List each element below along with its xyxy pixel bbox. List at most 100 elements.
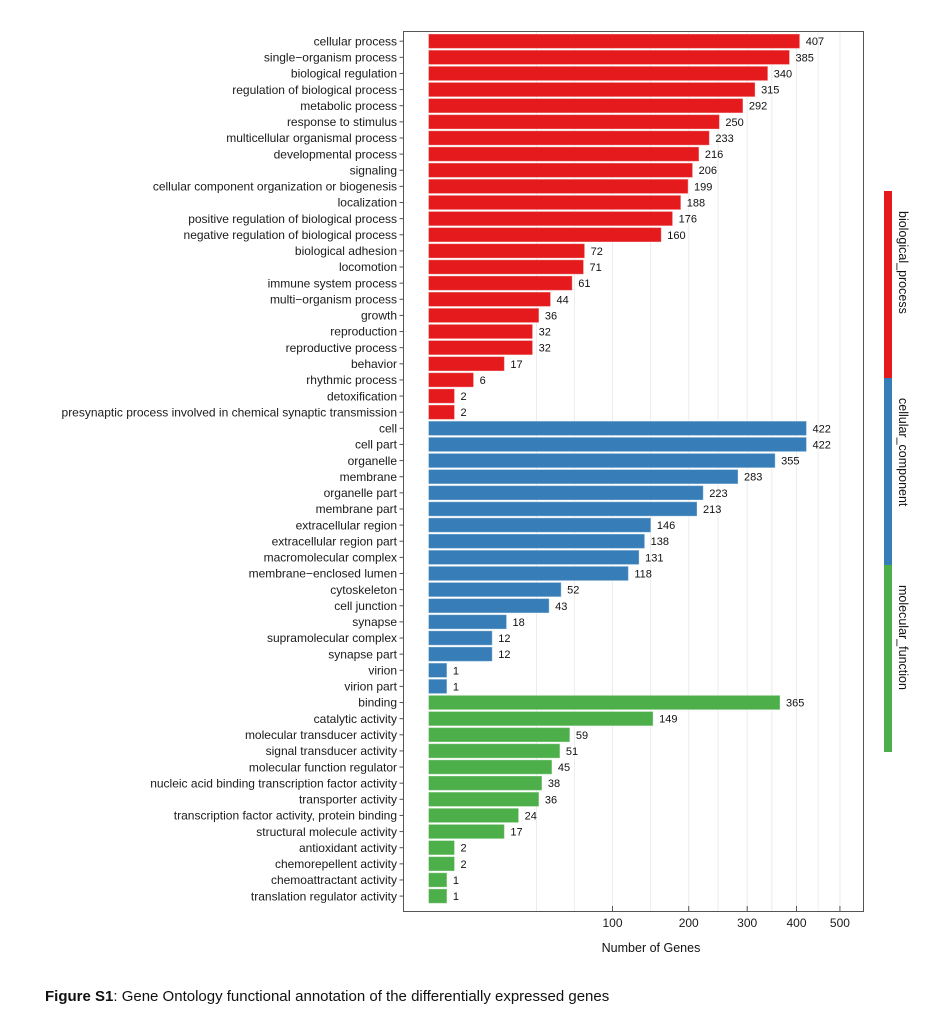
bar — [428, 307, 540, 324]
value-label: 223 — [709, 488, 727, 500]
bar — [428, 275, 573, 291]
value-label: 12 — [498, 633, 510, 645]
category-label: extracellular region — [296, 518, 397, 532]
category-label: negative regulation of biological proces… — [184, 228, 397, 242]
value-label: 118 — [634, 568, 652, 580]
category-label: presynaptic process involved in chemical… — [62, 405, 397, 419]
value-label: 2 — [461, 391, 467, 403]
value-label: 131 — [645, 552, 663, 564]
value-label: 38 — [548, 778, 560, 790]
value-label: 2 — [461, 843, 467, 855]
value-label: 45 — [558, 762, 570, 774]
value-label: 71 — [590, 262, 602, 274]
value-label: 315 — [761, 85, 779, 97]
value-label: 43 — [555, 601, 567, 613]
x-tick-label: 500 — [830, 916, 850, 930]
bar — [428, 614, 508, 630]
bar — [428, 323, 534, 340]
bar — [428, 694, 781, 711]
value-label: 36 — [545, 794, 557, 806]
figure-caption: Figure S1: Gene Ontology functional anno… — [45, 988, 609, 1005]
bar — [428, 388, 456, 404]
category-label: virion — [368, 663, 397, 677]
bar — [428, 404, 456, 420]
value-label: 340 — [774, 68, 792, 80]
category-label: response to stimulus — [287, 115, 397, 129]
bar — [428, 581, 562, 598]
category-label: cell part — [355, 438, 398, 452]
bar — [428, 372, 475, 388]
plot-frame — [403, 31, 864, 912]
bar — [428, 872, 448, 888]
bar — [428, 856, 456, 872]
value-label: 18 — [513, 617, 525, 629]
category-label: transporter activity — [299, 793, 397, 807]
x-tick-label: 100 — [602, 916, 622, 930]
category-label: multi−organism process — [270, 292, 397, 306]
value-label: 160 — [667, 230, 685, 242]
value-label: 6 — [480, 375, 486, 387]
category-label: growth — [361, 309, 397, 323]
category-label: metabolic process — [300, 99, 397, 113]
value-label: 44 — [557, 294, 569, 306]
category-label: molecular transducer activity — [245, 728, 397, 742]
category-label: signaling — [350, 163, 397, 177]
category-label: signal transducer activity — [266, 744, 397, 758]
bar — [428, 759, 553, 775]
value-label: 250 — [725, 117, 743, 129]
value-label: 355 — [781, 456, 799, 468]
category-label: chemoattractant activity — [271, 873, 397, 887]
category-label: membrane part — [316, 502, 398, 516]
category-label: organelle part — [324, 486, 398, 500]
value-label: 146 — [657, 520, 675, 532]
value-label: 51 — [566, 746, 578, 758]
bar — [428, 162, 694, 178]
value-label: 176 — [679, 214, 697, 226]
group-legend: biological_process cellular_componentmole… — [884, 191, 910, 752]
category-label: synapse — [352, 615, 397, 629]
legend-swatch-cellular-component — [884, 378, 892, 565]
value-label: 188 — [687, 198, 705, 210]
category-label: detoxification — [327, 389, 397, 403]
category-label: cellular component organization or bioge… — [153, 180, 397, 194]
bar — [428, 146, 700, 162]
value-label: 292 — [749, 101, 767, 113]
category-label: translation regulator activity — [251, 889, 397, 903]
legend-label: molecular_function — [896, 585, 910, 690]
value-label: 385 — [796, 52, 814, 64]
legend-swatch-molecular-function — [884, 565, 892, 752]
x-axis-ticks: 100 200 300 400 500 — [602, 906, 850, 930]
value-label: 32 — [539, 343, 551, 355]
category-label: biological regulation — [291, 67, 397, 81]
x-tick-label: 200 — [679, 916, 699, 930]
category-label: cytoskeleton — [330, 583, 397, 597]
category-label: membrane — [340, 470, 398, 484]
category-label: reproductive process — [286, 341, 397, 355]
bar — [428, 98, 744, 114]
go-annotation-chart: 4073853403152922502332162061991881761607… — [62, 31, 910, 955]
value-label: 206 — [699, 165, 717, 177]
bar — [428, 743, 561, 759]
caption-text: : Gene Ontology functional annotation of… — [113, 988, 610, 1005]
value-label: 233 — [715, 133, 733, 145]
x-axis-title: Number of Genes — [602, 941, 701, 955]
bar — [428, 436, 807, 453]
value-label: 17 — [510, 359, 522, 371]
value-label: 283 — [744, 472, 762, 484]
bar — [428, 727, 571, 743]
value-label: 422 — [812, 423, 830, 435]
category-label: catalytic activity — [314, 712, 397, 726]
category-label: locomotion — [339, 260, 397, 274]
value-label: 2 — [461, 407, 467, 419]
bar — [428, 469, 739, 485]
y-axis-ticks — [399, 40, 404, 897]
bar — [428, 533, 646, 549]
bar — [428, 194, 682, 211]
value-label: 52 — [567, 585, 579, 597]
category-label: cell junction — [334, 599, 397, 613]
category-label: transcription factor activity, protein b… — [174, 809, 397, 823]
value-label: 422 — [812, 439, 830, 451]
category-label: cellular process — [314, 34, 397, 48]
category-label: biological adhesion — [295, 244, 397, 258]
value-label: 199 — [694, 181, 712, 193]
